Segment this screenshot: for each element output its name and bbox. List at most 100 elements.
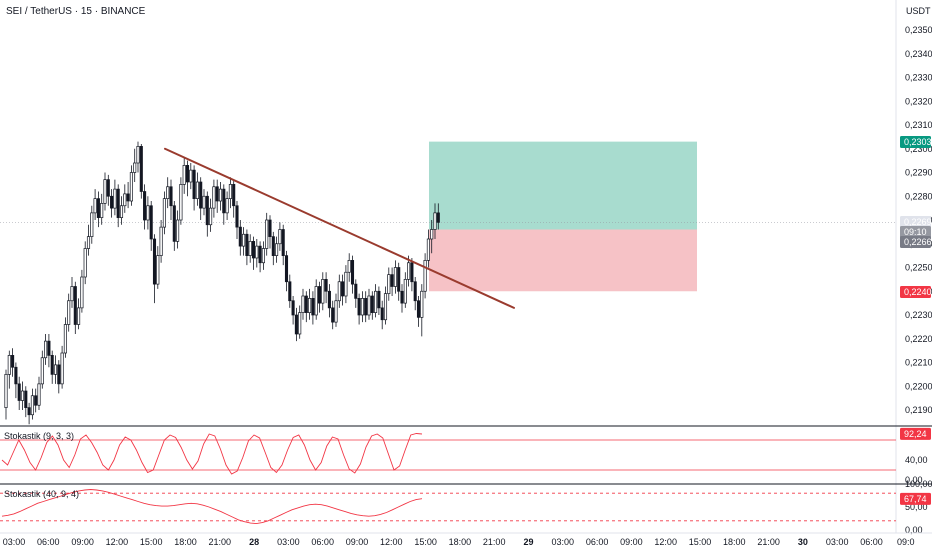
candle — [57, 360, 61, 394]
price-tick-label: 0,2350 — [905, 25, 932, 35]
candle — [100, 193, 104, 225]
candle — [176, 210, 180, 249]
candle — [364, 291, 368, 323]
candle — [383, 286, 388, 325]
candle — [291, 296, 295, 325]
candle — [235, 201, 239, 239]
price-tag: 09:10 — [900, 226, 931, 238]
candle — [426, 229, 430, 268]
candle — [212, 179, 216, 218]
candle — [202, 189, 206, 216]
indicator-line — [1, 489, 423, 525]
candle — [225, 191, 229, 220]
candlestick-series — [4, 141, 440, 425]
candle — [433, 203, 437, 239]
price-tick-label: 0,2310 — [905, 120, 932, 130]
time-tick-label: 12:00 — [106, 537, 129, 547]
svg-text:92,24: 92,24 — [904, 429, 927, 439]
candle — [116, 184, 120, 228]
time-tick-label: 15:00 — [689, 537, 712, 547]
candle — [149, 201, 153, 251]
candle — [113, 179, 117, 216]
candle — [314, 279, 318, 320]
time-tick-label: 09:00 — [620, 537, 643, 547]
candle — [344, 265, 348, 304]
descending-trendline[interactable] — [164, 147, 515, 309]
candle — [271, 231, 275, 266]
candle — [265, 212, 269, 256]
candle — [420, 284, 424, 337]
time-tick-label: 21:00 — [209, 537, 232, 547]
price-tick-label: 0,2250 — [905, 263, 932, 273]
candle — [80, 269, 84, 313]
time-tick-label: 03:00 — [3, 537, 26, 547]
candle — [390, 267, 394, 296]
indicator-axis-label: 100,00 — [905, 479, 932, 489]
candle — [228, 177, 232, 209]
currency-label: USDT — [906, 6, 931, 16]
indicator-axis-label: 50,00 — [905, 502, 928, 512]
candle — [14, 362, 18, 399]
candle — [27, 402, 31, 425]
price-tick-label: 0,2300 — [905, 144, 932, 154]
candle — [34, 388, 38, 413]
candle — [341, 274, 345, 306]
candle — [172, 201, 176, 251]
candle — [436, 203, 440, 230]
candle — [24, 386, 28, 418]
price-tick-label: 0,2210 — [905, 358, 932, 368]
indicator-label-stoch-9[interactable]: Stokastik (9, 3, 3) — [4, 431, 74, 441]
candle — [413, 277, 417, 311]
candle — [294, 307, 298, 342]
indicator-axis-label: 40,00 — [905, 455, 928, 465]
time-tick-label: 30 — [798, 537, 808, 547]
time-tick-label: 21:00 — [483, 537, 506, 547]
candle — [205, 191, 209, 237]
candle — [393, 260, 397, 294]
candle — [152, 234, 157, 304]
time-tick-label: 09:00 — [71, 537, 94, 547]
time-axis[interactable]: 03:00 06:00 09:00 12:00 15:00 18:00 21:00 28 03:… — [3, 537, 915, 547]
indicator-label-stoch-40[interactable]: Stokastik (40, 9, 4) — [4, 489, 79, 499]
candle — [308, 288, 312, 320]
candle — [284, 250, 289, 292]
candle — [47, 334, 51, 368]
candle — [30, 388, 34, 420]
candle — [67, 293, 71, 332]
take-profit-zone[interactable] — [429, 141, 697, 230]
candle — [192, 165, 196, 211]
time-tick-label: 09:0 — [897, 537, 915, 547]
interval-label: 15 — [81, 6, 93, 17]
candle — [96, 191, 100, 228]
candle — [350, 255, 355, 294]
price-tick-label: 0,2200 — [905, 381, 932, 391]
candle — [195, 172, 199, 206]
candle — [281, 224, 285, 266]
time-tick-label: 15:00 — [414, 537, 437, 547]
candle — [416, 296, 421, 327]
candle — [169, 179, 173, 220]
price-tag-label: 0,2269 — [904, 217, 932, 227]
candle — [397, 262, 401, 301]
long-position-tool[interactable] — [429, 141, 697, 292]
price-tag-label: 09:10 — [904, 227, 927, 237]
stochastic-9-3-3-pane: 40,00 0,00 92,24 — [0, 427, 931, 485]
price-tag: 0,2240 — [900, 286, 932, 298]
stop-loss-zone[interactable] — [429, 229, 697, 292]
candle — [199, 177, 203, 220]
candle — [245, 229, 249, 266]
indicator-axis-label: 0,00 — [905, 525, 923, 535]
candle — [337, 274, 341, 308]
candle — [215, 179, 219, 213]
candle — [53, 355, 58, 384]
candle — [258, 241, 262, 273]
candle — [143, 184, 147, 230]
candle — [90, 205, 94, 244]
candle — [268, 215, 272, 249]
candle — [347, 253, 351, 282]
candle — [133, 148, 137, 182]
candle — [400, 284, 404, 313]
candle — [360, 291, 364, 323]
